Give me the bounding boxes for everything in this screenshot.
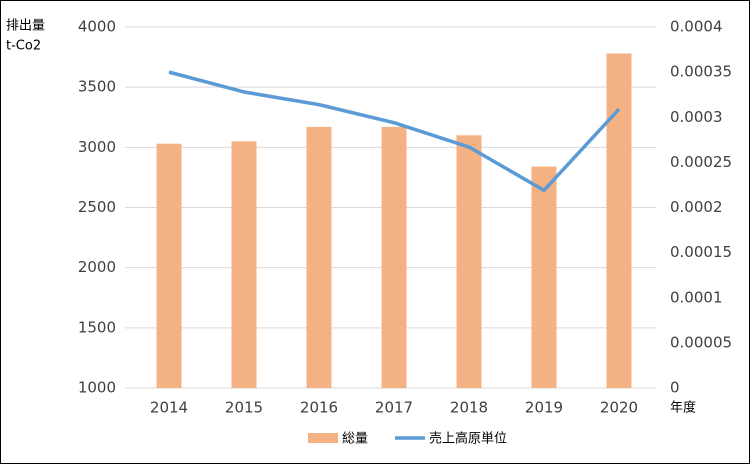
x-tick-label: 2017	[375, 399, 413, 417]
y2-tick-label: 0.0003	[670, 108, 723, 126]
x-tick-label: 2020	[600, 399, 638, 417]
bar	[306, 126, 332, 389]
legend-label: 総量	[342, 432, 368, 447]
y-tick-label: 2000	[78, 258, 116, 276]
y2-tick-label: 0	[670, 379, 680, 397]
y-axis-label: 排出量	[6, 19, 45, 34]
y2-tick-label: 0.00035	[670, 63, 732, 81]
x-tick-label: 2016	[300, 399, 338, 417]
y2-tick-label: 0.00015	[670, 243, 732, 261]
y2-tick-label: 0.0004	[670, 18, 723, 36]
x-axis-label: 年度	[670, 400, 696, 416]
legend-swatch	[308, 433, 338, 443]
y2-tick-label: 0.0002	[670, 198, 723, 216]
line	[168, 70, 621, 193]
x-tick-label: 2014	[150, 399, 188, 417]
y-tick-label: 3500	[78, 78, 116, 96]
y-tick-label: 3000	[78, 138, 116, 156]
x-tick-label: 2015	[225, 399, 263, 417]
bar	[156, 143, 182, 388]
y2-tick-label: 0.00005	[670, 333, 732, 351]
y2-tick-label: 0.0001	[670, 288, 723, 306]
bar	[456, 135, 482, 388]
bar	[231, 141, 257, 388]
bar	[531, 166, 557, 388]
y2-tick-label: 0.00025	[670, 153, 732, 171]
y-tick-label: 2500	[78, 198, 116, 216]
bar	[381, 126, 407, 389]
y-axis-label: t-Co2	[6, 39, 41, 54]
y-tick-label: 1500	[78, 318, 116, 336]
y-tick-label: 1000	[78, 379, 116, 397]
x-tick-label: 2019	[525, 399, 563, 417]
bar	[606, 53, 632, 389]
y-tick-label: 4000	[78, 18, 116, 36]
legend-label: 売上高原単位	[429, 431, 507, 447]
x-tick-label: 2018	[450, 399, 488, 417]
